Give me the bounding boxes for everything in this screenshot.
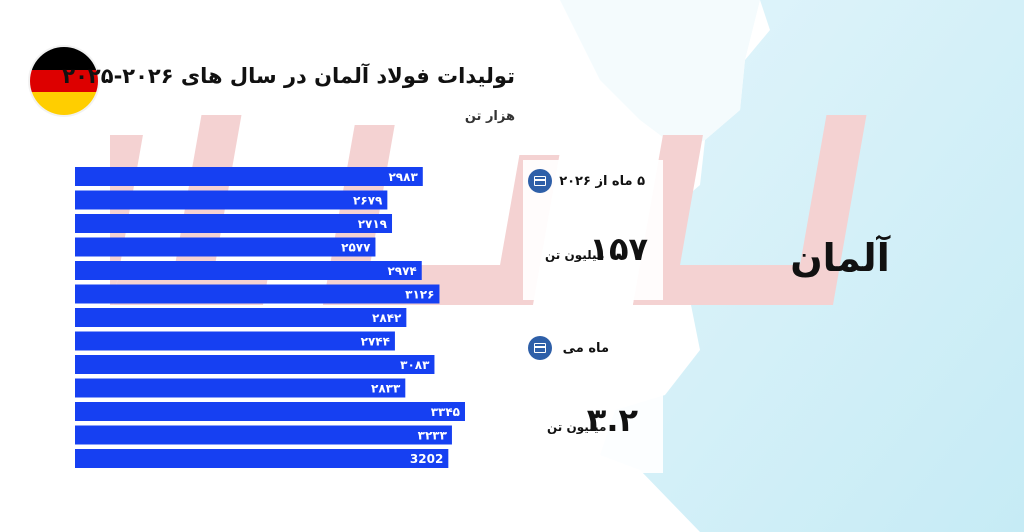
stat-period-label: ماه می — [562, 341, 609, 356]
bar-value-label: ۳۰۸۳ — [400, 358, 430, 372]
stat-value: ۳.۲ — [586, 401, 638, 439]
bar-value-label: ۲۹۷۴ — [387, 264, 416, 278]
bar-chart: ۲۹۸۳ ۲۶۷۹ ۲۷۱۹ ۲۵۷۷ ۲۹۷۴ ۳۱۲۶ ۲۸۴۲ ۲۷۴۴ ۳۰۸۳ ۲۸۳۳… — [0, 160, 520, 480]
calendar-icon — [528, 169, 552, 193]
sea-edge — [560, 0, 760, 150]
bar-value-label: ۲۸۴۲ — [372, 311, 402, 325]
bar-value-label: ۳۳۴۵ — [431, 405, 460, 419]
bar-0 — [75, 167, 423, 186]
bar-value-label: ۲۶۷۹ — [353, 194, 383, 208]
bar-7 — [75, 331, 395, 351]
bar-4 — [75, 261, 422, 280]
stat-unit: میلیون تن — [545, 248, 605, 262]
bar-value-label: ۳۱۲۶ — [405, 288, 434, 302]
bar-value-label: ۲۷۴۴ — [361, 335, 390, 349]
bar-value-label: ۲۷۱۹ — [358, 217, 388, 231]
stat-unit: میلیون تن — [547, 420, 607, 434]
bar-12 — [75, 449, 449, 468]
bar-value-label: ۲۹۸۳ — [388, 170, 418, 184]
calendar-icon — [528, 336, 552, 360]
bar-value-label: ۳۲۳۳ — [418, 429, 448, 443]
germany-flag-icon — [30, 47, 98, 115]
bar-11 — [75, 425, 452, 445]
stat-card-may: ماه می ۳.۲ میلیون تن — [523, 325, 663, 473]
bar-10 — [75, 402, 465, 421]
bar-2 — [75, 214, 393, 233]
bar-value-label: ۲۸۳۳ — [371, 382, 401, 396]
chart-title: تولیدات فولاد آلمان در سال های ۲۰۲۶-۲۰۲۵ — [62, 64, 515, 88]
bar-value-label: 3202 — [410, 452, 443, 466]
bar-6 — [75, 308, 407, 327]
bar-5 — [75, 284, 440, 304]
bar-3 — [75, 237, 376, 257]
bar-1 — [75, 190, 388, 210]
bar-value-label: ۲۵۷۷ — [341, 241, 371, 255]
stat-period-label: ۵ ماه از ۲۰۲۶ — [559, 174, 645, 189]
country-name: آلمان — [790, 236, 890, 280]
chart-subtitle: هزار تن — [464, 109, 515, 124]
bar-8 — [75, 355, 435, 374]
bar-9 — [75, 378, 406, 398]
stat-card-year-to-date: ۵ ماه از ۲۰۲۶ ۱۵۷ میلیون تن — [523, 160, 663, 300]
stat-value: ۱۵۷ — [589, 230, 648, 268]
